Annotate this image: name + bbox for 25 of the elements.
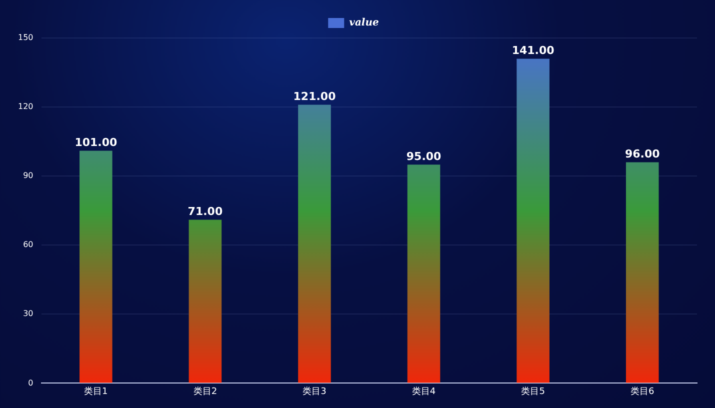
bar [80,150,112,383]
legend-label: value [349,18,379,29]
x-tick-label: 类目6 [630,386,654,397]
y-tick-label: 90 [23,171,34,180]
x-tick-label: 类目4 [412,386,436,397]
data-label: 141.00 [512,44,555,58]
bar [407,164,440,383]
bar [298,104,331,383]
bar [516,58,550,383]
data-label: 101.00 [74,136,118,150]
data-label: 95.00 [406,150,442,163]
y-tick-label: 60 [23,240,34,250]
x-tick-label: 类目1 [84,386,108,397]
data-label: 71.00 [188,205,223,218]
bar [188,220,222,383]
y-tick-label: 0 [28,378,34,388]
y-tick-label: 120 [18,102,34,112]
y-tick-label: 150 [18,33,34,42]
y-tick-label: 30 [23,309,34,318]
data-label: 96.00 [624,148,660,161]
x-tick-label: 类目3 [302,386,326,397]
x-tick-label: 类目5 [521,386,545,397]
bar [626,162,659,383]
x-tick-label: 类目2 [193,386,218,397]
data-label: 121.00 [293,90,336,104]
